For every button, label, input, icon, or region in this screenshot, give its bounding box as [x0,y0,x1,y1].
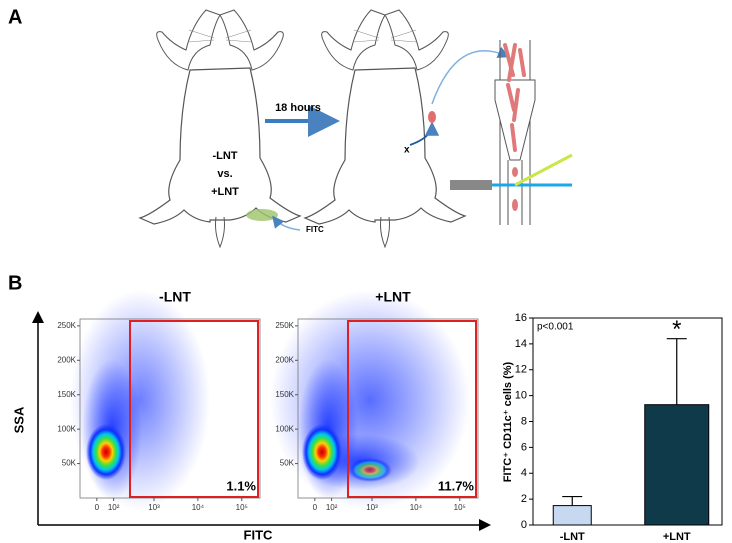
gate [129,320,259,498]
y-tick-label: 150K [275,390,294,399]
plot-title: +LNT [375,289,411,305]
y-tick-label: 100K [57,424,76,433]
arrow [272,215,301,231]
y-tick-label: 250K [275,321,294,330]
gate [347,320,477,498]
gate-label: 11.7% [438,478,475,493]
bar [644,404,710,526]
bar [552,505,592,526]
mouse-illustration [304,9,466,248]
x-tick-label: 10⁴ [410,503,423,512]
gate-label: 1.1% [226,478,256,493]
y-tick-label: 0 [521,519,527,531]
dye-label: FITC [306,225,324,234]
y-tick-label: 200K [275,355,294,364]
density-plot [70,290,210,510]
y-axis-title: FITC⁺ CD11c⁺ cells (%) [502,361,514,482]
density-plot [270,290,470,510]
y-tick-label: 10 [515,390,527,402]
x-tick-label: 10³ [366,503,378,512]
y-tick-label: 250K [57,321,76,330]
x-tick-label: 10⁵ [236,503,248,512]
x-tick-label: -LNT [560,531,585,543]
annotation: p<0.001 [537,322,574,333]
x-tick-label: 10⁵ [454,503,466,512]
group-label: -LNT [212,150,237,162]
flow-cell [450,40,573,225]
y-tick-label: 4 [521,467,527,479]
injection-site [246,209,278,221]
x-tick-label: +LNT [663,531,691,543]
y-tick-label: 12 [515,364,527,376]
panel-label: B [8,272,22,294]
arrow [409,121,440,146]
y-tick-label: 16 [515,312,527,324]
y-tick-label: 150K [57,390,76,399]
error-bar [666,338,687,405]
y-axis-title: SSA [11,406,26,433]
x-tick-label: 10³ [148,503,160,512]
y-tick-label: 50K [280,459,295,468]
excision-mark: x [404,145,410,156]
y-tick-label: 200K [57,355,76,364]
y-tick-label: 6 [521,441,527,453]
x-tick-label: 10² [108,503,120,512]
y-tick-label: 8 [521,415,527,427]
x-tick-label: 0 [313,503,318,512]
group-label: vs. [217,168,232,180]
error-bar [562,495,583,506]
x-tick-label: 10⁴ [192,503,205,512]
y-tick-label: 14 [515,338,527,350]
arrow [431,46,510,105]
y-tick-label: 2 [521,493,527,505]
x-axis-title: FITC [244,527,273,542]
y-tick-label: 100K [275,424,294,433]
significance: * [672,316,681,343]
panel-label: A [8,6,22,28]
plot-title: -LNT [159,289,191,305]
x-tick-label: 10² [326,503,338,512]
y-tick-label: 50K [62,459,77,468]
lymph-node [428,111,436,123]
mouse-illustration [139,9,301,248]
group-label: +LNT [211,186,239,198]
interval-label: 18 hours [275,102,321,114]
x-tick-label: 0 [95,503,100,512]
